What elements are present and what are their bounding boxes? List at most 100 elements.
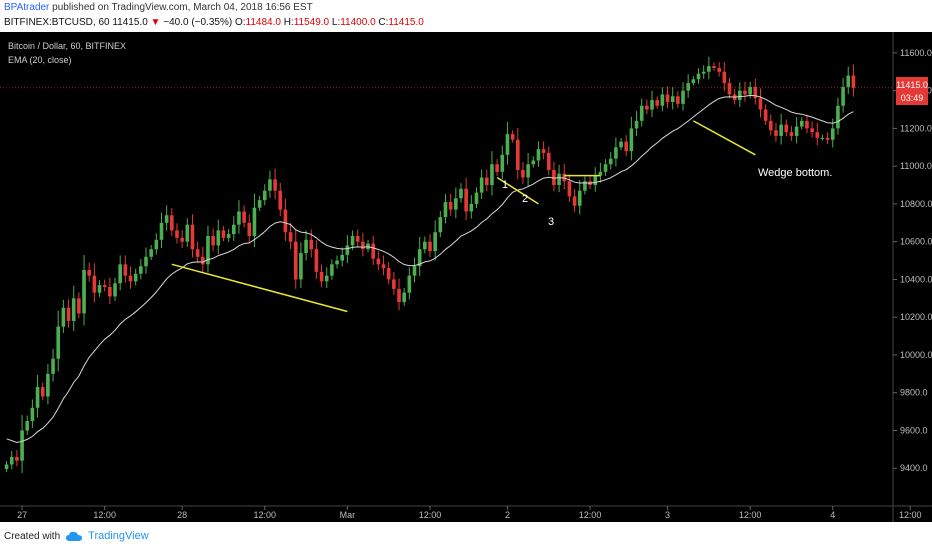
- candle: [701, 65, 706, 79]
- candle: [61, 299, 66, 333]
- candle-body: [237, 211, 241, 225]
- candle-body: [428, 241, 432, 252]
- y-tick-label: 10600.0: [900, 237, 932, 247]
- candle-body: [665, 94, 670, 102]
- candle-body: [51, 358, 55, 374]
- candle-body: [102, 285, 107, 287]
- candle: [820, 134, 825, 141]
- candle-body: [454, 198, 458, 210]
- candle: [402, 288, 406, 306]
- tradingview-brand[interactable]: TradingView: [88, 530, 149, 542]
- x-tick-label: 3: [665, 510, 670, 520]
- candle: [386, 262, 391, 285]
- candle: [82, 254, 86, 326]
- candle: [293, 229, 298, 289]
- candle-body: [170, 215, 174, 231]
- candle-body: [552, 169, 556, 186]
- x-tick-label: Mar: [340, 510, 356, 520]
- candle: [417, 237, 422, 276]
- candle-body: [619, 141, 623, 148]
- candle: [211, 228, 215, 252]
- candle-body: [423, 241, 427, 250]
- candle: [825, 132, 830, 145]
- author-link[interactable]: BPAtrader: [4, 2, 50, 13]
- candle: [428, 234, 432, 258]
- candle: [624, 135, 629, 157]
- candle: [139, 259, 143, 280]
- candle: [541, 141, 546, 160]
- candle-body: [490, 164, 494, 186]
- candle-body: [200, 256, 205, 265]
- plot-area[interactable]: [0, 34, 893, 506]
- candles-layer: [4, 56, 856, 474]
- candle: [531, 156, 536, 168]
- candle: [175, 223, 179, 244]
- candle-body: [521, 169, 525, 178]
- candle: [443, 194, 448, 224]
- candle-body: [438, 217, 443, 233]
- candle: [71, 285, 76, 332]
- candle: [299, 242, 303, 289]
- candle: [608, 152, 613, 170]
- candle: [789, 126, 794, 141]
- candle: [278, 182, 283, 216]
- candle: [397, 278, 401, 311]
- y-tick-label: 9600.0: [900, 425, 928, 435]
- candle-body: [608, 158, 613, 165]
- candle: [288, 222, 293, 250]
- candle-body: [402, 292, 406, 303]
- candle-body: [836, 105, 840, 129]
- candle-body: [190, 224, 195, 250]
- candle: [681, 82, 685, 111]
- candle: [598, 162, 603, 183]
- candle-body: [35, 387, 40, 408]
- high-label: H:: [283, 17, 294, 28]
- price-chart[interactable]: 11600.011400.011200.011000.010800.010600…: [0, 32, 932, 522]
- candle: [118, 255, 122, 291]
- candle-body: [262, 190, 267, 201]
- candle-body: [350, 236, 355, 246]
- candle-body: [211, 236, 215, 246]
- candle: [330, 259, 334, 280]
- candle-body: [56, 326, 61, 359]
- candle-body: [283, 209, 288, 233]
- close-value: 11415.0: [388, 17, 424, 28]
- candle: [247, 214, 252, 243]
- candle-body: [851, 75, 856, 88]
- trendline[interactable]: [171, 263, 348, 313]
- candle: [515, 128, 520, 180]
- candle-body: [645, 105, 649, 110]
- candle-body: [484, 177, 489, 186]
- candle: [758, 88, 763, 118]
- trendline[interactable]: [692, 120, 756, 156]
- candle: [712, 62, 716, 71]
- candle: [324, 267, 329, 289]
- candle-body: [87, 270, 92, 276]
- candle-body: [128, 275, 133, 282]
- candle: [614, 137, 618, 167]
- candle-body: [185, 224, 190, 242]
- candle: [15, 449, 19, 467]
- candle-body: [629, 128, 634, 152]
- x-tick-label: 2: [505, 510, 510, 520]
- candle: [815, 122, 820, 146]
- candle: [655, 96, 660, 109]
- open-label: O:: [234, 17, 246, 28]
- low-label: L:: [331, 17, 341, 28]
- y-tick-label: 10800.0: [900, 199, 932, 209]
- overlay-layer: [0, 87, 893, 444]
- y-tick-label: 11600.0: [900, 48, 932, 58]
- candle: [355, 229, 360, 247]
- candle: [190, 214, 195, 258]
- candle: [412, 257, 417, 283]
- candle-body: [567, 181, 572, 197]
- candle: [593, 167, 598, 192]
- candle: [25, 415, 30, 435]
- candle-body: [562, 173, 567, 182]
- candle-body: [175, 230, 179, 238]
- candle-body: [299, 253, 303, 280]
- candle: [20, 414, 24, 474]
- trendline[interactable]: [496, 176, 539, 205]
- legend-indicator[interactable]: EMA (20, close): [8, 55, 72, 65]
- candle-body: [577, 190, 582, 206]
